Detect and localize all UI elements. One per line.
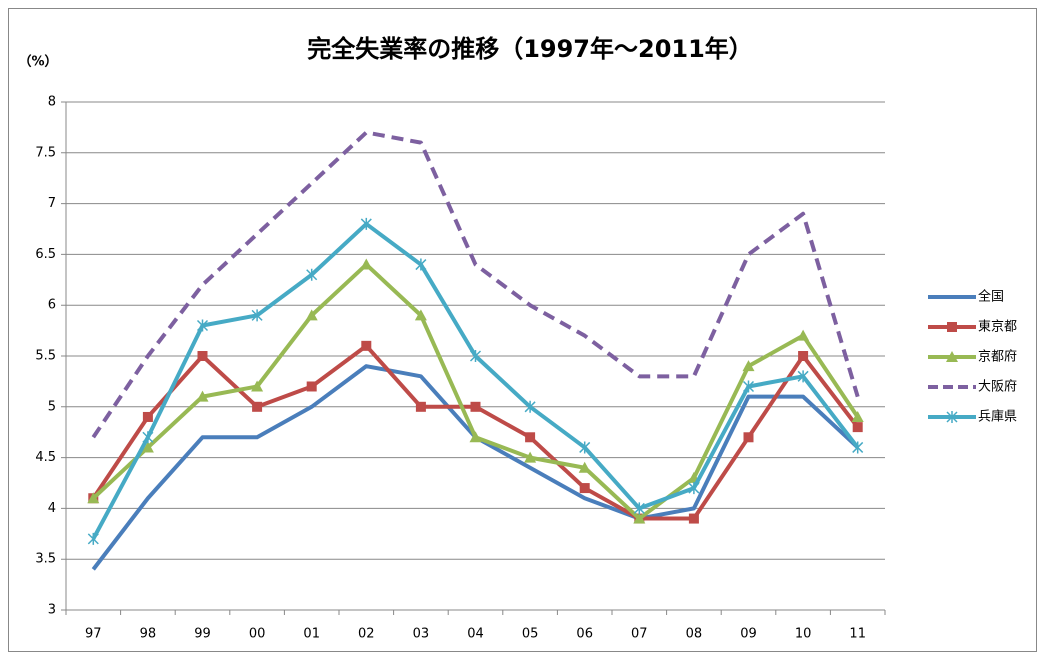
marker — [688, 513, 699, 524]
marker — [797, 329, 810, 341]
series — [87, 217, 864, 545]
legend-label: 東京都 — [978, 319, 1017, 335]
marker — [305, 309, 318, 321]
marker — [578, 461, 591, 473]
marker — [415, 258, 427, 271]
marker — [196, 319, 209, 332]
marker — [525, 432, 536, 443]
marker — [742, 380, 755, 393]
marker — [852, 441, 864, 454]
marker — [251, 380, 264, 392]
marker — [415, 401, 426, 412]
marker — [306, 268, 318, 281]
marker — [251, 309, 263, 322]
x-tick-label: 09 — [740, 627, 757, 642]
x-tick-label: 03 — [413, 627, 430, 642]
series — [88, 340, 863, 524]
y-tick-label: 4.5 — [35, 450, 56, 465]
legend-label: 大阪府 — [978, 380, 1017, 395]
marker — [360, 217, 372, 230]
marker — [87, 532, 99, 545]
marker — [142, 411, 153, 422]
y-tick-label: 3.5 — [35, 552, 56, 567]
marker — [946, 411, 958, 423]
marker — [798, 351, 809, 361]
x-tick-label: 00 — [249, 627, 266, 642]
line — [91, 130, 860, 439]
marker — [469, 431, 482, 443]
marker — [360, 258, 373, 270]
y-tick-label: 4 — [48, 501, 56, 516]
y-tick-label: 6.5 — [35, 247, 56, 262]
marker — [524, 400, 536, 413]
marker — [742, 360, 755, 372]
y-axis-unit: （%） — [18, 54, 57, 70]
marker — [947, 322, 957, 332]
series — [87, 258, 864, 524]
marker — [469, 350, 482, 362]
marker — [142, 431, 154, 444]
marker — [797, 370, 809, 383]
marker — [414, 309, 427, 321]
x-tick-label: 10 — [795, 627, 812, 642]
marker — [743, 432, 754, 443]
marker — [197, 351, 208, 361]
x-tick-label: 05 — [522, 627, 539, 642]
x-tick-label: 97 — [85, 627, 102, 642]
marker — [87, 492, 100, 504]
marker — [306, 381, 317, 392]
legend-label: 全国 — [978, 289, 1004, 305]
marker — [141, 441, 154, 453]
x-tick-label: 99 — [194, 627, 211, 642]
marker — [633, 512, 646, 524]
marker — [851, 410, 864, 422]
y-tick-label: 8 — [48, 95, 56, 110]
x-tick-label: 08 — [686, 627, 703, 642]
y-tick-label: 6 — [48, 298, 56, 313]
marker — [633, 502, 645, 515]
x-tick-label: 04 — [467, 627, 484, 642]
y-tick-label: 3 — [48, 603, 56, 618]
chart-frame — [8, 8, 1037, 652]
chart-title: 完全失業率の推移（1997年～2011年） — [307, 35, 753, 63]
marker — [946, 351, 958, 362]
y-tick-label: 7 — [48, 196, 56, 211]
legend-label: 京都府 — [978, 350, 1017, 365]
x-tick-label: 01 — [303, 627, 320, 642]
marker — [688, 482, 700, 495]
y-tick-label: 5 — [48, 399, 56, 414]
y-tick-label: 5.5 — [35, 349, 56, 364]
x-tick-label: 98 — [140, 627, 157, 642]
marker — [470, 401, 481, 412]
x-tick-label: 07 — [631, 627, 648, 642]
x-tick-label: 11 — [849, 627, 866, 642]
y-tick-label: 7.5 — [35, 145, 56, 160]
marker — [524, 451, 537, 463]
series — [91, 130, 860, 439]
marker — [252, 401, 263, 412]
marker — [196, 390, 209, 402]
x-tick-label: 06 — [576, 627, 593, 642]
marker — [361, 340, 372, 351]
marker — [579, 441, 591, 454]
legend-label: 兵庫県 — [978, 410, 1017, 425]
marker — [852, 422, 863, 433]
x-tick-label: 02 — [358, 627, 375, 642]
marker — [579, 483, 590, 494]
